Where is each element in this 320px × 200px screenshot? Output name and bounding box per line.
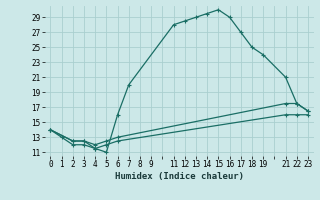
X-axis label: Humidex (Indice chaleur): Humidex (Indice chaleur): [115, 172, 244, 181]
